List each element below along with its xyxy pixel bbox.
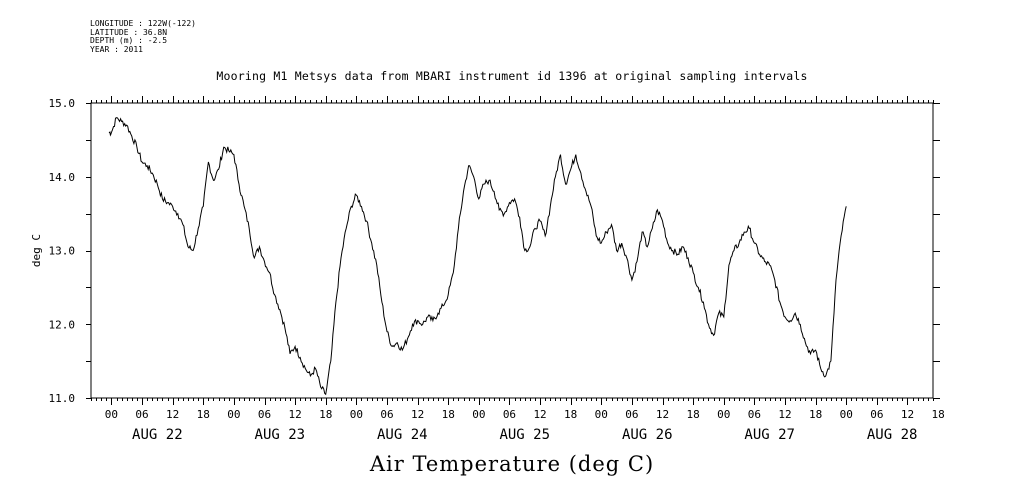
x-tick-label: 18 [197, 408, 210, 421]
x-tick-label: 18 [931, 408, 944, 421]
x-tick-label: 12 [656, 408, 669, 421]
x-tick-label: 00 [227, 408, 240, 421]
x-tick-label: 00 [350, 408, 363, 421]
x-tick-label: 18 [564, 408, 577, 421]
x-tick-label: 00 [472, 408, 485, 421]
y-axis-label: deg C [30, 234, 43, 267]
chart-title: Mooring M1 Metsys data from MBARI instru… [216, 69, 808, 83]
x-tick-label: 18 [442, 408, 455, 421]
latitude-label: LATITUDE : 36.8N [90, 27, 168, 37]
y-tick-label: 11.0 [49, 392, 76, 405]
x-tick-label: 18 [809, 408, 822, 421]
x-tick-label: 00 [595, 408, 608, 421]
x-tick-label: 12 [166, 408, 179, 421]
day-label: AUG 26 [622, 427, 673, 443]
longitude-label: LONGITUDE : 122W(-122) [90, 19, 196, 28]
year-label: YEAR : 2011 [90, 44, 143, 54]
x-tick-label: 12 [533, 408, 546, 421]
y-tick-label: 14.0 [49, 171, 76, 184]
x-tick-label: 00 [717, 408, 730, 421]
metadata-block: LONGITUDE : 122W(-122) LATITUDE : 36.8N … [90, 19, 196, 54]
x-tick-label: 00 [105, 408, 118, 421]
day-label: AUG 24 [377, 427, 428, 443]
x-tick-label: 06 [748, 408, 761, 421]
x-tick-label: 06 [503, 408, 516, 421]
y-tick-label: 15.0 [49, 97, 76, 110]
plot-frame [90, 102, 934, 399]
depth-label: DEPTH (m) : -2.5 [90, 36, 168, 46]
x-tick-label: 18 [687, 408, 700, 421]
x-tick-label: 06 [258, 408, 271, 421]
x-tick-label: 06 [380, 408, 393, 421]
y-tick-label: 12.0 [49, 318, 76, 331]
x-tick-label: 06 [870, 408, 883, 421]
x-tick-label: 12 [778, 408, 791, 421]
axis-ticks [86, 96, 940, 405]
day-label: AUG 28 [867, 427, 918, 443]
day-label: AUG 23 [255, 427, 306, 443]
x-axis-title: Air Temperature (deg C) [369, 452, 655, 476]
x-tick-label: 00 [840, 408, 853, 421]
x-tick-label: 18 [319, 408, 332, 421]
x-tick-label: 12 [901, 408, 914, 421]
y-tick-label: 13.0 [49, 245, 76, 258]
day-label: AUG 25 [499, 427, 550, 443]
series-line [108, 117, 847, 396]
x-tick-label: 06 [135, 408, 148, 421]
day-label: AUG 27 [744, 427, 795, 443]
x-tick-label: 12 [288, 408, 301, 421]
x-tick-label: 12 [411, 408, 424, 421]
x-tick-label: 06 [625, 408, 638, 421]
day-label: AUG 22 [132, 427, 183, 443]
